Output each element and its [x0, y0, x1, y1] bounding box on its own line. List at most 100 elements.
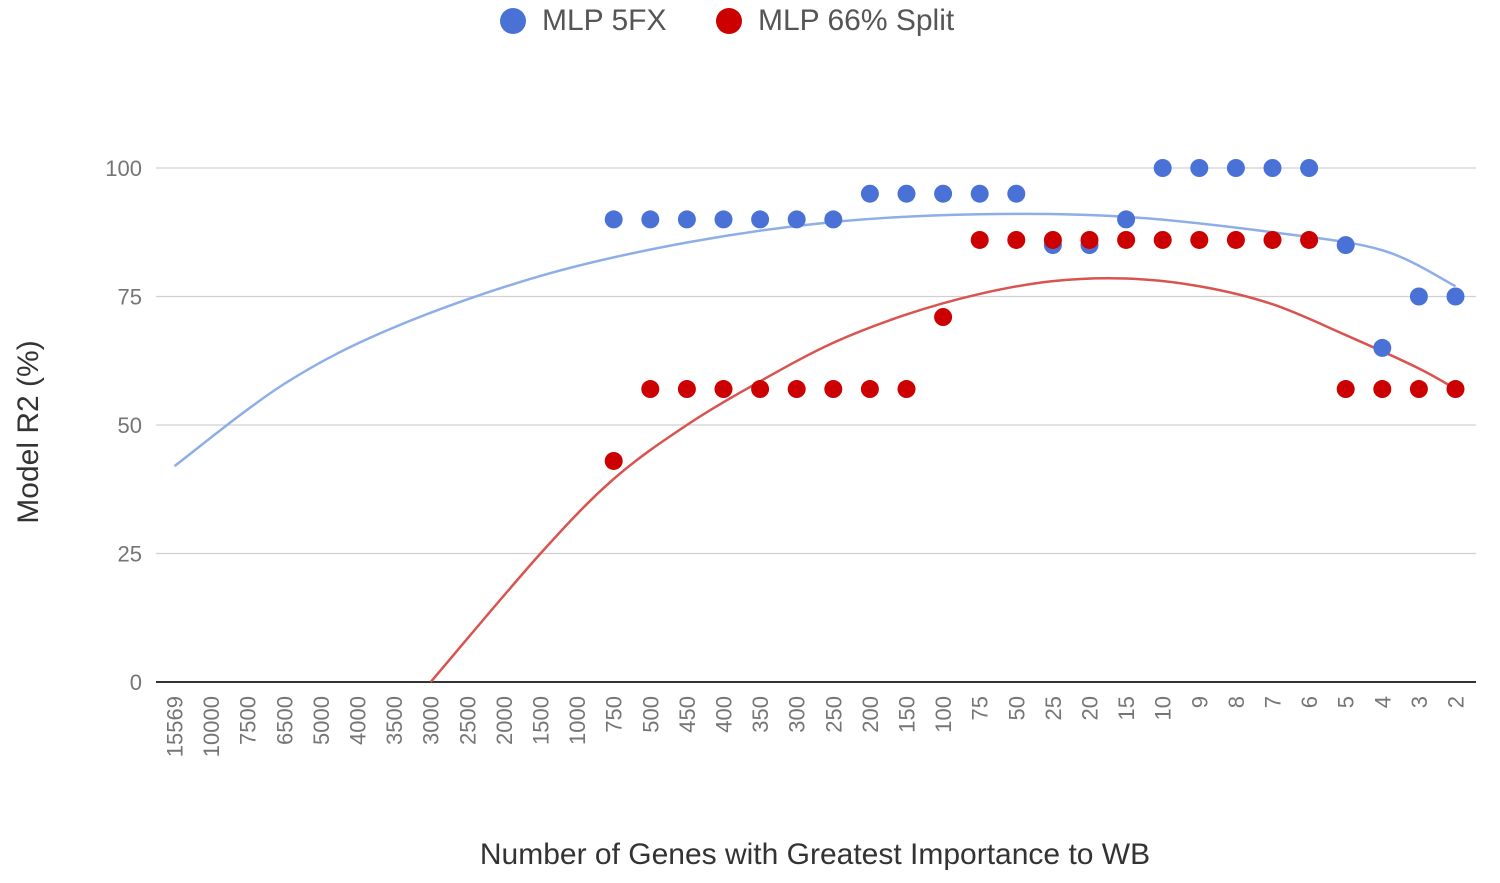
x-tick-label: 6500 — [272, 696, 297, 745]
point-mlp-5fx — [604, 210, 623, 229]
point-mlp-66-split — [824, 380, 843, 399]
x-tick-label: 500 — [638, 696, 663, 733]
x-tick-label: 7 — [1261, 696, 1286, 708]
point-mlp-66-split — [1300, 230, 1319, 249]
x-axis-ticks: 15569 10000 7500 6500 5000 4000 3500 3000 2500 20… — [163, 696, 1469, 757]
point-mlp-66-split — [787, 380, 806, 399]
x-tick-label: 1000 — [565, 696, 590, 745]
legend: MLP 5FX MLP 66% Split — [0, 0, 1500, 46]
x-tick-label: 2000 — [492, 696, 517, 745]
point-mlp-66-split — [1446, 380, 1465, 399]
point-mlp-5fx — [934, 184, 953, 203]
x-tick-label: 7500 — [236, 696, 261, 745]
x-tick-label: 3 — [1407, 696, 1432, 708]
x-tick-label: 2500 — [455, 696, 480, 745]
y-tick-label: 75 — [118, 285, 142, 310]
point-mlp-66-split — [641, 380, 660, 399]
x-tick-label: 150 — [895, 696, 920, 733]
y-tick-label: 25 — [118, 542, 142, 567]
point-mlp-66-split — [1007, 230, 1026, 249]
point-mlp-5fx — [860, 184, 879, 203]
x-tick-label: 4000 — [346, 696, 371, 745]
legend-label: MLP 66% Split — [758, 4, 955, 37]
point-mlp-5fx — [897, 184, 916, 203]
x-axis-title: Number of Genes with Greatest Importance… — [480, 838, 1150, 871]
y-axis-title: Model R2 (%) — [12, 340, 45, 523]
x-tick-label: 25 — [1041, 696, 1066, 720]
x-tick-label: 9 — [1187, 696, 1212, 708]
x-tick-label: 2 — [1444, 696, 1469, 708]
point-mlp-5fx — [1117, 210, 1136, 229]
trendlines — [173, 212, 1457, 683]
point-mlp-5fx — [1190, 159, 1209, 177]
x-tick-label: 350 — [748, 696, 773, 733]
point-mlp-66-split — [677, 380, 696, 399]
x-tick-label: 5 — [1334, 696, 1359, 708]
legend-marker-blue — [500, 8, 526, 34]
point-mlp-5fx — [1226, 159, 1245, 177]
point-mlp-5fx — [970, 184, 989, 203]
legend-label: MLP 5FX — [542, 4, 667, 37]
trendline-mlp-66-split — [429, 276, 1457, 683]
x-tick-label: 3000 — [419, 696, 444, 745]
point-mlp-5fx — [1409, 287, 1428, 306]
x-tick-label: 15569 — [163, 696, 188, 757]
x-tick-label: 20 — [1078, 696, 1103, 720]
point-mlp-66-split — [1336, 380, 1355, 399]
legend-item-mlp-5fx[interactable]: MLP 5FX — [500, 4, 667, 38]
y-tick-label: 0 — [130, 670, 142, 695]
point-mlp-66-split — [897, 380, 916, 399]
point-mlp-66-split — [1080, 230, 1099, 249]
legend-marker-red — [716, 8, 742, 34]
point-mlp-5fx — [1373, 338, 1392, 357]
x-tick-label: 50 — [1004, 696, 1029, 720]
x-tick-label: 75 — [968, 696, 993, 720]
point-mlp-66-split — [1226, 230, 1245, 249]
y-axis-ticks: 0 25 50 75 100 — [105, 156, 142, 695]
point-mlp-5fx — [1446, 287, 1465, 306]
y-tick-label: 100 — [105, 156, 142, 181]
trendline-mlp-5fx — [173, 212, 1457, 468]
x-tick-label: 4 — [1370, 696, 1395, 708]
x-tick-label: 5000 — [309, 696, 334, 745]
x-tick-label: 15 — [1114, 696, 1139, 720]
x-tick-label: 10 — [1151, 696, 1176, 720]
x-tick-label: 300 — [785, 696, 810, 733]
legend-item-mlp-66-split[interactable]: MLP 66% Split — [716, 4, 954, 38]
x-tick-label: 250 — [821, 696, 846, 733]
point-mlp-66-split — [714, 380, 733, 399]
gridlines — [156, 167, 1476, 683]
point-mlp-5fx — [1300, 159, 1319, 177]
point-mlp-66-split — [1153, 230, 1172, 249]
point-mlp-5fx — [824, 210, 843, 229]
x-tick-label: 10000 — [199, 696, 224, 757]
x-tick-label: 1500 — [529, 696, 554, 745]
point-mlp-5fx — [641, 210, 660, 229]
point-mlp-66-split — [1043, 230, 1062, 249]
point-mlp-5fx — [1336, 236, 1355, 255]
point-mlp-5fx — [1263, 159, 1282, 177]
x-tick-label: 3500 — [382, 696, 407, 745]
point-mlp-66-split — [1190, 230, 1209, 249]
point-mlp-66-split — [1373, 380, 1392, 399]
point-mlp-5fx — [677, 210, 696, 229]
x-tick-label: 6 — [1297, 696, 1322, 708]
point-mlp-66-split — [934, 308, 953, 327]
data-points — [604, 159, 1465, 470]
x-tick-label: 750 — [602, 696, 627, 733]
x-tick-label: 8 — [1224, 696, 1249, 708]
point-mlp-66-split — [1409, 380, 1428, 399]
x-tick-label: 450 — [675, 696, 700, 733]
point-mlp-5fx — [1007, 184, 1026, 203]
point-mlp-66-split — [970, 230, 989, 249]
point-mlp-66-split — [604, 451, 623, 470]
point-mlp-66-split — [1263, 230, 1282, 249]
point-mlp-5fx — [714, 210, 733, 229]
x-tick-label: 200 — [858, 696, 883, 733]
x-tick-label: 100 — [931, 696, 956, 733]
point-mlp-66-split — [860, 380, 879, 399]
y-tick-label: 50 — [118, 413, 142, 438]
x-tick-label: 400 — [712, 696, 737, 733]
point-mlp-66-split — [751, 380, 770, 399]
